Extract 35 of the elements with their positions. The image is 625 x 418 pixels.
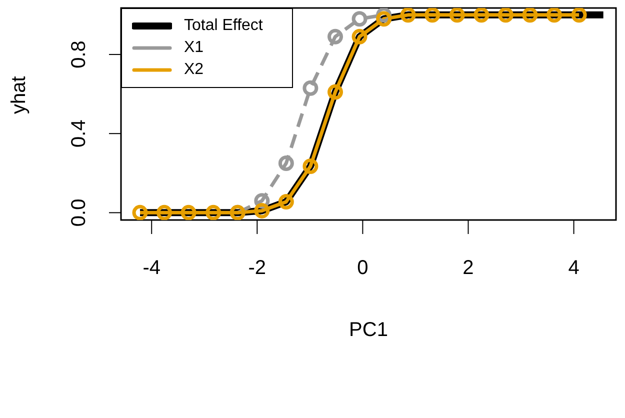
point (546, 8, 562, 23)
x-tick-label: 2 (462, 257, 474, 279)
point (352, 11, 368, 27)
y-tick-label: 0.0 (68, 198, 90, 227)
point (254, 202, 270, 218)
point (156, 204, 172, 220)
point (302, 80, 318, 96)
y-axis-title: yhat (8, 76, 30, 114)
x-axis-title: PC1 (349, 319, 388, 341)
x-tick-label: -2 (248, 257, 266, 279)
x-tick-label: 4 (568, 257, 580, 279)
point (132, 204, 148, 220)
point (328, 84, 344, 100)
point (302, 158, 318, 174)
point (352, 28, 368, 44)
x-tick-label: 0 (357, 257, 368, 279)
point (474, 8, 490, 23)
point (278, 194, 294, 210)
point (449, 8, 465, 23)
point (180, 204, 196, 220)
point (278, 155, 294, 171)
point (206, 204, 222, 220)
legend-label: Total Effect (184, 17, 263, 35)
point (571, 8, 587, 23)
x-tick-label: -4 (142, 257, 161, 279)
legend-label: X1 (184, 39, 204, 57)
point (400, 8, 416, 23)
y-tick-label: 0.8 (68, 40, 90, 68)
point (424, 8, 440, 23)
point (522, 8, 538, 23)
y-tick-label: 0.4 (68, 120, 90, 148)
point (376, 11, 392, 27)
legend-label: X2 (184, 61, 204, 79)
point (498, 8, 514, 23)
point (328, 28, 344, 44)
